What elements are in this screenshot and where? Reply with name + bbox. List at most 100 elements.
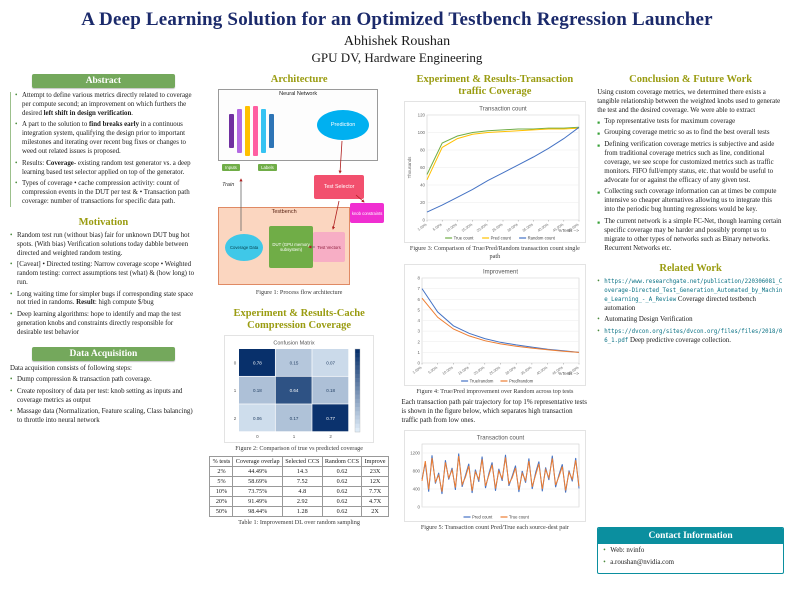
svg-text:3: 3 <box>417 329 420 334</box>
svg-text:Transaction count: Transaction count <box>477 436 525 442</box>
svg-text:5.00%: 5.00% <box>427 365 438 375</box>
architecture-section: Architecture Neural Network Prediction <box>206 74 393 301</box>
svg-text:50.00%: 50.00% <box>567 222 580 233</box>
table-cell: 0.62 <box>321 486 363 498</box>
table-header-cell: Improve <box>361 456 389 468</box>
abstract-section: Abstract Attempt to define various metri… <box>10 74 197 210</box>
architecture-header: Architecture <box>270 74 328 85</box>
related-work-link[interactable]: https://dvcon.org/sites/dvcon.org/files/… <box>604 328 783 344</box>
abstract-body: Attempt to define various metrics direct… <box>10 92 197 208</box>
svg-text:35.00%: 35.00% <box>522 222 535 233</box>
related-work-item: Automating Design Verification <box>597 316 784 325</box>
poster-title: A Deep Learning Solution for an Optimize… <box>81 9 713 30</box>
motivation-header: Motivation <box>78 216 129 228</box>
knob-constraints-box: knob constraints <box>350 203 385 224</box>
figure5-caption: Figure 5: Transaction count Pred/True ea… <box>420 524 569 532</box>
figure3-caption: Figure 3: Comparison of True/Pred/Random… <box>409 245 580 260</box>
table-cell: 2% <box>209 466 234 478</box>
table-cell: 73.75% <box>232 486 283 498</box>
table-cell: 0.62 <box>321 466 363 478</box>
svg-text:Pred count: Pred count <box>472 515 493 520</box>
cache-results-header: Experiment & Results-Cache Compression C… <box>233 307 365 331</box>
cache-results-section: Experiment & Results-Cache Compression C… <box>206 308 393 531</box>
figure5-line-chart: 0 400 800 1200 Transaction count Pred count Tr… <box>403 430 586 523</box>
svg-text:5: 5 <box>417 307 420 312</box>
svg-text:20.00%: 20.00% <box>476 222 489 233</box>
table-cell: 91.49% <box>232 496 283 508</box>
transaction-body-text: Each transaction path pair trajectory fo… <box>401 399 587 425</box>
table-cell: 4.8 <box>281 486 323 498</box>
table-cell: 4.7X <box>361 496 389 508</box>
svg-text:4: 4 <box>417 318 420 323</box>
svg-text:100: 100 <box>418 130 426 135</box>
table-cell: 2.92 <box>281 496 323 508</box>
svg-text:40.00%: 40.00% <box>536 365 549 376</box>
table-row: 10% 73.75% 4.8 0.62 7.7X <box>209 486 389 498</box>
related-work-desc: Automating Design Verification <box>604 316 693 324</box>
svg-text:0: 0 <box>234 360 237 365</box>
svg-text:Pred count: Pred count <box>490 236 511 241</box>
figure1-caption: Figure 1: Process flow architecture <box>255 289 343 297</box>
table-cell: 0.62 <box>321 506 363 518</box>
contact-email[interactable]: a.roushan@nvidia.com <box>603 559 778 568</box>
motivation-bullet: Deep learning algorithms: hope to identi… <box>10 311 197 338</box>
coverage-data-node: Coverage Data <box>225 234 264 262</box>
svg-text:20.00%: 20.00% <box>473 365 486 376</box>
poster-author: Abhishek Roushan <box>343 34 451 49</box>
data-acquisition-intro: Data acquisition consists of following s… <box>10 365 132 373</box>
related-work-desc: Deep predictive coverage collection. <box>629 336 731 344</box>
table1-caption: Table 1: Improvement DL over random samp… <box>238 519 360 527</box>
neural-network-label: Neural Network <box>279 91 318 98</box>
svg-text:True count: True count <box>509 515 530 520</box>
svg-text:0.07: 0.07 <box>326 360 335 365</box>
figure3-line-chart: 0 20 40 60 80 100 120 Transaction count Thousand… <box>403 101 586 244</box>
figure4-caption: Figure 4: True/Pred improvement over Ran… <box>416 388 574 395</box>
svg-text:10.00%: 10.00% <box>442 365 455 376</box>
related-work-section: Related Work https://www.researchgate.ne… <box>597 263 784 348</box>
motivation-bullet: Random test run (without bias) fair for … <box>10 232 197 259</box>
conclusion-section: Conclusion & Future Work Using custom co… <box>597 74 784 256</box>
svg-text:8: 8 <box>417 276 420 281</box>
svg-text:120: 120 <box>418 113 426 118</box>
neural-network-box: Neural Network Prediction <box>218 89 379 162</box>
conclusion-header: Conclusion & Future Work <box>629 74 753 85</box>
data-acquisition-section: Data Acquisition Data acquisition consis… <box>10 347 197 428</box>
contact-web: Web: nvinfo <box>603 547 778 556</box>
table-cell: 58.69% <box>232 476 283 488</box>
svg-text:1.00%: 1.00% <box>417 222 428 232</box>
test-selector-box: Test Selector <box>314 175 365 200</box>
related-work-link[interactable]: https://www.researchgate.net/publication… <box>604 279 783 304</box>
svg-text:%Tests -->: %Tests --> <box>558 371 579 376</box>
contact-section: Contact Information Web: nvinfo a.rousha… <box>597 527 784 574</box>
transaction-results-header: Experiment & Results-Transaction traffic… <box>416 74 574 98</box>
svg-text:0.18: 0.18 <box>253 388 262 393</box>
conclusion-bullet: Grouping coverage metric so as to find t… <box>597 129 784 138</box>
table-cell: 5% <box>209 476 234 488</box>
poster-affiliation: GPU DV, Hardware Engineering <box>311 50 483 65</box>
table-cell: 98.44% <box>232 506 283 518</box>
column-3: Experiment & Results-Transaction traffic… <box>402 74 589 578</box>
svg-text:0.15: 0.15 <box>290 360 299 365</box>
svg-text:25.00%: 25.00% <box>491 222 504 233</box>
testbench-label: Testbench <box>271 209 297 216</box>
poster-header: A Deep Learning Solution for an Optimize… <box>0 0 794 66</box>
table-cell: 0.62 <box>321 496 363 508</box>
table-cell: 2X <box>361 506 389 518</box>
related-work-desc: Coverage directed testbench automation <box>604 296 756 312</box>
data-acquisition-bullet: Massage data (Normalization, Feature sca… <box>10 408 197 426</box>
table-cell: 20% <box>209 496 234 508</box>
conclusion-bullet: Top representative tests for maximum cov… <box>597 118 784 127</box>
table-cell: 7.7X <box>361 486 389 498</box>
motivation-bullet: [Caveat] • Directed testing: Narrow cove… <box>10 261 197 288</box>
figure2-caption: Figure 2: Comparison of true vs predicte… <box>235 444 363 452</box>
conclusion-bullet: Collecting such coverage information can… <box>597 188 784 215</box>
svg-text:60: 60 <box>420 165 425 170</box>
data-acquisition-bullet: Dump compression & transaction path cove… <box>10 376 197 385</box>
svg-text:2: 2 <box>234 415 237 420</box>
svg-text:25.00%: 25.00% <box>489 365 502 376</box>
svg-text:Transaction count: Transaction count <box>479 107 527 113</box>
figure2-heatmap: Confusion Matrix 0.78 0.15 0.07 0.18 0.64 0.18… <box>224 334 375 443</box>
architecture-diagram: Neural Network Prediction Inputs Labels <box>214 89 385 287</box>
svg-text:0.18: 0.18 <box>326 388 335 393</box>
svg-text:20: 20 <box>420 200 425 205</box>
